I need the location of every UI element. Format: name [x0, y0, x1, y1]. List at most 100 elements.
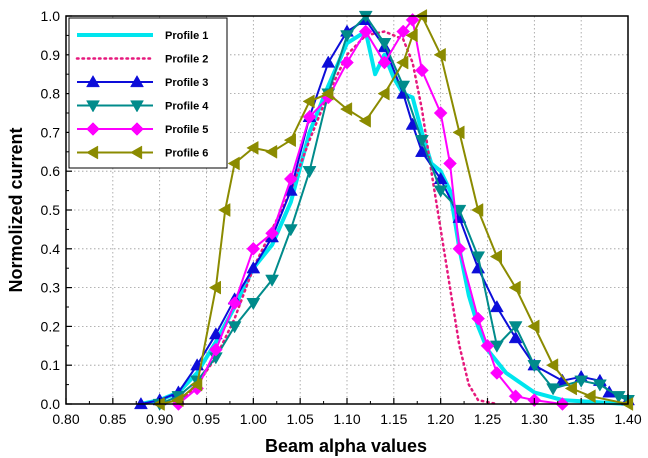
legend-item: Profile 1	[77, 30, 208, 42]
legend-marker	[130, 100, 144, 113]
data-point	[415, 63, 429, 78]
data-point	[265, 144, 278, 159]
data-point	[490, 366, 504, 380]
x-tick-label: 0.85	[99, 411, 126, 427]
data-point	[209, 342, 223, 357]
y-tick-label: 0.5	[41, 202, 61, 218]
data-point	[377, 38, 392, 51]
y-tick-label: 0.8	[41, 86, 61, 102]
data-point	[246, 297, 261, 311]
y-axis-title: Normolized current	[6, 127, 26, 292]
data-point	[592, 379, 607, 392]
data-point	[433, 185, 448, 198]
legend-marker	[86, 100, 100, 113]
data-point	[396, 24, 411, 39]
data-point	[433, 47, 446, 62]
data-point	[546, 358, 559, 373]
data-point	[583, 389, 596, 404]
data-point	[452, 241, 467, 256]
legend-label: Profile 5	[165, 124, 208, 136]
data-point	[527, 319, 540, 334]
data-point	[246, 140, 259, 155]
legend-box	[68, 17, 228, 169]
legend-label: Profile 4	[165, 101, 209, 113]
data-point	[283, 133, 296, 148]
data-point	[396, 55, 409, 70]
data-point	[489, 249, 502, 264]
data-point	[134, 396, 148, 410]
x-tick-label: 0.90	[146, 411, 173, 427]
legend-item: Profile 4	[77, 100, 209, 113]
x-tick-label: 0.95	[193, 411, 220, 427]
data-point	[283, 224, 298, 237]
x-tick-label: 1.40	[614, 411, 641, 427]
data-point	[415, 135, 429, 148]
y-tick-label: 0.2	[41, 318, 61, 334]
data-point	[443, 156, 457, 171]
data-point	[358, 24, 373, 39]
legend-label: Profile 1	[165, 30, 208, 42]
legend-marker	[130, 74, 144, 88]
legend-item: Profile 5	[77, 122, 208, 136]
data-point	[321, 55, 336, 68]
data-point	[227, 321, 242, 334]
x-tick-label: 1.30	[521, 411, 548, 427]
data-point	[283, 172, 298, 186]
ticks: 0.80 0.85 0.90 0.95 1.00 1.05 1.10 1.15 1.20 1.25…	[41, 8, 642, 427]
data-point	[340, 30, 354, 43]
data-point	[339, 102, 353, 117]
data-point	[227, 156, 240, 171]
data-point	[377, 55, 392, 70]
y-tick-label: 1.0	[41, 8, 61, 24]
data-point	[396, 80, 411, 93]
data-point	[508, 280, 521, 295]
data-point	[265, 226, 279, 241]
data-point	[246, 261, 261, 274]
x-tick-label: 1.05	[287, 411, 314, 427]
data-point	[358, 10, 373, 24]
data-point	[227, 296, 242, 310]
series-line	[177, 18, 563, 405]
x-tick-label: 0.80	[52, 411, 79, 427]
data-point	[265, 274, 279, 287]
data-point	[358, 113, 371, 128]
data-point	[480, 338, 495, 353]
y-tick-label: 0.7	[41, 124, 61, 140]
data-point	[321, 86, 334, 101]
data-point	[489, 299, 504, 313]
data-point	[190, 377, 203, 392]
data-point	[377, 86, 390, 101]
data-point	[508, 331, 523, 344]
legend-label: Profile 6	[165, 148, 208, 160]
legend-marker	[129, 145, 143, 160]
data-point	[405, 28, 418, 43]
data-point	[527, 360, 542, 373]
data-point	[564, 381, 577, 396]
legend-marker	[85, 145, 99, 160]
data-point	[218, 203, 231, 217]
x-tick-label: 1.20	[427, 411, 454, 427]
x-tick-label: 1.25	[474, 411, 501, 427]
data-point	[340, 55, 354, 70]
series-line	[140, 18, 629, 405]
x-tick-label: 1.00	[240, 411, 267, 427]
legend-item: Profile 3	[77, 74, 208, 89]
x-tick-label: 1.15	[380, 411, 407, 427]
data-point	[471, 251, 486, 264]
legend-marker	[130, 122, 144, 136]
legend-label: Profile 3	[165, 77, 208, 89]
series-5	[171, 13, 570, 411]
data-point	[433, 106, 448, 120]
data-point	[508, 321, 523, 334]
series-6	[152, 9, 634, 411]
legend-item: Profile 2	[75, 54, 208, 66]
legend-marker	[86, 122, 100, 136]
data-point	[508, 389, 523, 404]
y-tick-label: 0.6	[41, 163, 61, 179]
legend-item: Profile 6	[77, 145, 208, 160]
y-tick-label: 0.4	[41, 241, 61, 257]
y-tick-label: 0.0	[41, 396, 61, 412]
y-tick-label: 0.1	[41, 357, 61, 373]
data-point	[302, 94, 315, 109]
